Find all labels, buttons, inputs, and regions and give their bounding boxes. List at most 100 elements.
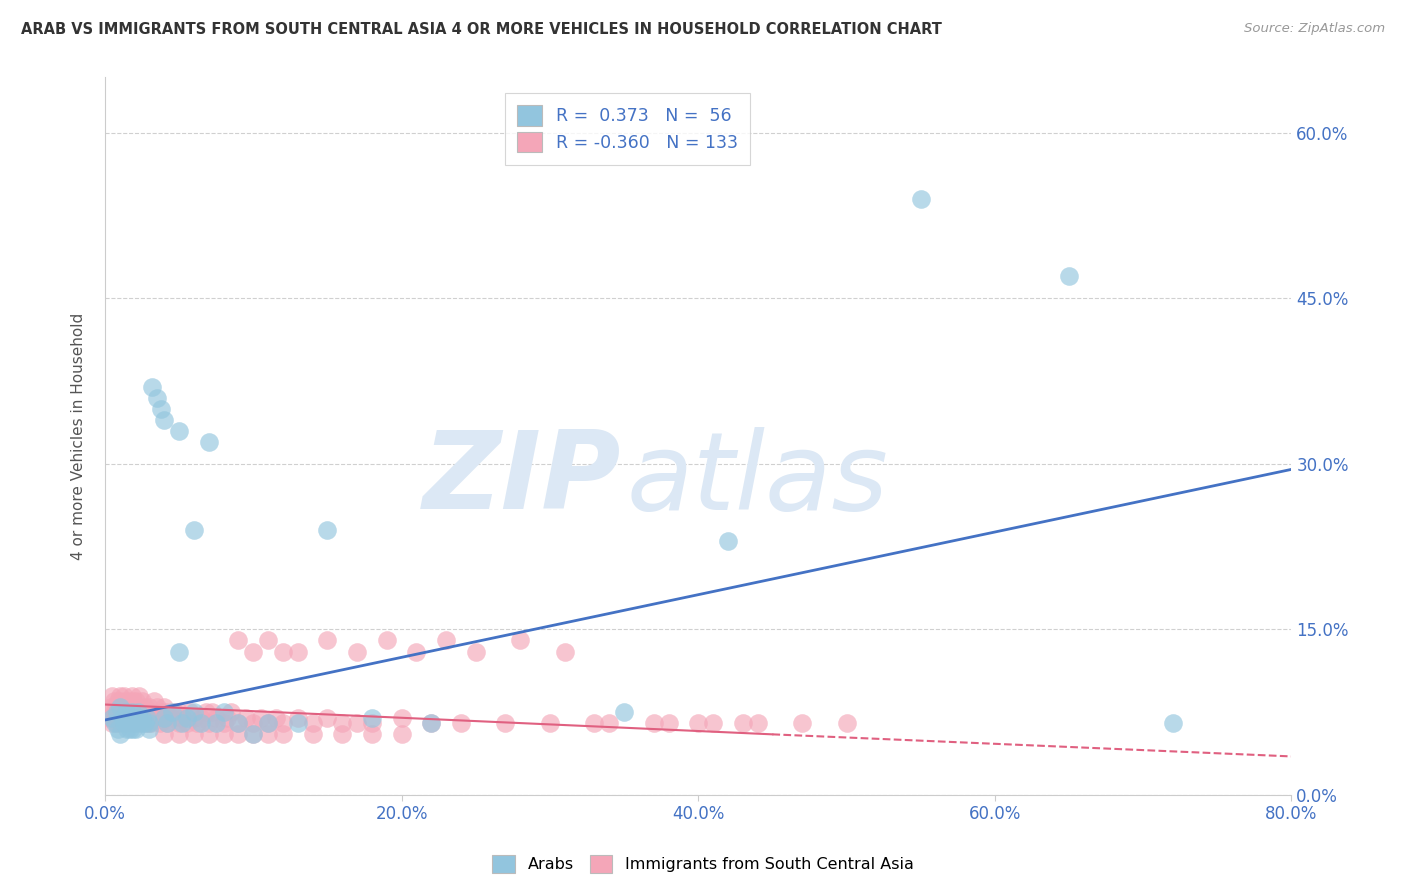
Immigrants from South Central Asia [118, 705, 141, 719]
Immigrants from South Central Asia [554, 644, 576, 658]
Immigrants from South Central Asia [215, 711, 238, 725]
Immigrants from South Central Asia [242, 716, 264, 731]
Arabs [138, 716, 160, 731]
Immigrants from South Central Asia [205, 711, 228, 725]
Arabs [115, 711, 138, 725]
Arabs [717, 534, 740, 549]
Immigrants from South Central Asia [361, 716, 384, 731]
Immigrants from South Central Asia [108, 716, 131, 731]
Immigrants from South Central Asia [190, 711, 212, 725]
Immigrants from South Central Asia [405, 644, 427, 658]
Arabs [121, 716, 143, 731]
Immigrants from South Central Asia [450, 716, 472, 731]
Immigrants from South Central Asia [301, 727, 323, 741]
Immigrants from South Central Asia [194, 705, 217, 719]
Immigrants from South Central Asia [235, 711, 257, 725]
Immigrants from South Central Asia [731, 716, 754, 731]
Arabs [134, 716, 156, 731]
Arabs [112, 716, 135, 731]
Immigrants from South Central Asia [257, 727, 280, 741]
Arabs [420, 716, 443, 731]
Arabs [205, 716, 228, 731]
Arabs [150, 401, 173, 416]
Immigrants from South Central Asia [219, 705, 242, 719]
Immigrants from South Central Asia [316, 711, 339, 725]
Immigrants from South Central Asia [316, 633, 339, 648]
Immigrants from South Central Asia [124, 711, 146, 725]
Immigrants from South Central Asia [127, 711, 149, 725]
Text: ARAB VS IMMIGRANTS FROM SOUTH CENTRAL ASIA 4 OR MORE VEHICLES IN HOUSEHOLD CORRE: ARAB VS IMMIGRANTS FROM SOUTH CENTRAL AS… [21, 22, 942, 37]
Immigrants from South Central Asia [120, 711, 142, 725]
Arabs [167, 644, 190, 658]
Immigrants from South Central Asia [115, 716, 138, 731]
Immigrants from South Central Asia [242, 644, 264, 658]
Immigrants from South Central Asia [105, 716, 128, 731]
Immigrants from South Central Asia [104, 711, 127, 725]
Immigrants from South Central Asia [146, 699, 169, 714]
Arabs [316, 523, 339, 537]
Immigrants from South Central Asia [115, 711, 138, 725]
Arabs [198, 434, 221, 449]
Arabs [160, 705, 183, 719]
Immigrants from South Central Asia [179, 705, 201, 719]
Arabs [176, 711, 198, 725]
Immigrants from South Central Asia [107, 694, 129, 708]
Immigrants from South Central Asia [104, 699, 127, 714]
Arabs [183, 523, 205, 537]
Arabs [124, 711, 146, 725]
Immigrants from South Central Asia [100, 699, 122, 714]
Arabs [1161, 716, 1184, 731]
Immigrants from South Central Asia [122, 694, 145, 708]
Arabs [122, 722, 145, 736]
Immigrants from South Central Asia [110, 694, 132, 708]
Immigrants from South Central Asia [155, 705, 177, 719]
Immigrants from South Central Asia [114, 705, 136, 719]
Arabs [361, 711, 384, 725]
Arabs [104, 716, 127, 731]
Immigrants from South Central Asia [153, 711, 176, 725]
Immigrants from South Central Asia [658, 716, 681, 731]
Immigrants from South Central Asia [464, 644, 486, 658]
Immigrants from South Central Asia [115, 699, 138, 714]
Arabs [910, 192, 932, 206]
Immigrants from South Central Asia [139, 716, 162, 731]
Immigrants from South Central Asia [163, 705, 186, 719]
Immigrants from South Central Asia [167, 716, 190, 731]
Immigrants from South Central Asia [242, 727, 264, 741]
Immigrants from South Central Asia [135, 716, 157, 731]
Arabs [128, 711, 150, 725]
Immigrants from South Central Asia [110, 705, 132, 719]
Immigrants from South Central Asia [103, 705, 125, 719]
Immigrants from South Central Asia [112, 689, 135, 703]
Immigrants from South Central Asia [420, 716, 443, 731]
Immigrants from South Central Asia [228, 716, 250, 731]
Immigrants from South Central Asia [346, 644, 368, 658]
Immigrants from South Central Asia [330, 727, 353, 741]
Immigrants from South Central Asia [132, 711, 155, 725]
Text: Source: ZipAtlas.com: Source: ZipAtlas.com [1244, 22, 1385, 36]
Immigrants from South Central Asia [131, 694, 153, 708]
Immigrants from South Central Asia [101, 689, 124, 703]
Immigrants from South Central Asia [156, 716, 179, 731]
Arabs [127, 705, 149, 719]
Immigrants from South Central Asia [131, 705, 153, 719]
Immigrants from South Central Asia [271, 644, 294, 658]
Immigrants from South Central Asia [125, 705, 148, 719]
Immigrants from South Central Asia [494, 716, 516, 731]
Arabs [287, 716, 309, 731]
Immigrants from South Central Asia [598, 716, 620, 731]
Immigrants from South Central Asia [271, 727, 294, 741]
Immigrants from South Central Asia [141, 705, 163, 719]
Immigrants from South Central Asia [702, 716, 724, 731]
Immigrants from South Central Asia [111, 699, 134, 714]
Immigrants from South Central Asia [391, 727, 413, 741]
Immigrants from South Central Asia [146, 711, 169, 725]
Arabs [613, 705, 636, 719]
Immigrants from South Central Asia [287, 644, 309, 658]
Arabs [114, 705, 136, 719]
Immigrants from South Central Asia [747, 716, 769, 731]
Arabs [172, 716, 194, 731]
Immigrants from South Central Asia [128, 689, 150, 703]
Immigrants from South Central Asia [98, 711, 121, 725]
Immigrants from South Central Asia [583, 716, 606, 731]
